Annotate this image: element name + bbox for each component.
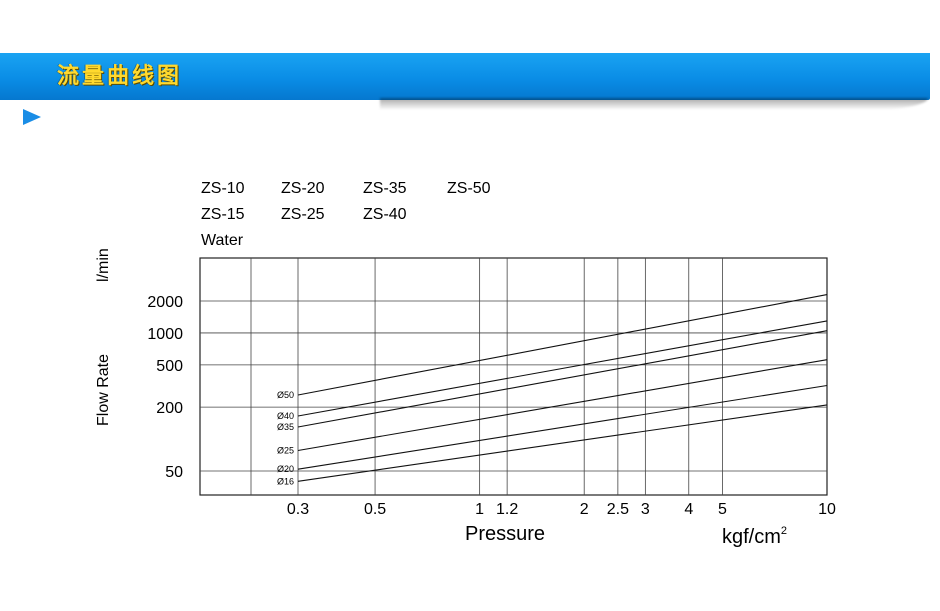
series-label: Ø35	[277, 422, 294, 432]
series-line	[297, 330, 828, 428]
y-gridlines	[200, 300, 827, 472]
y-tick-label: 200	[156, 400, 183, 417]
model-label: ZS-25	[281, 206, 325, 223]
model-label: ZS-20	[281, 180, 325, 197]
arrow-icon	[23, 109, 41, 125]
series-line	[297, 320, 828, 417]
series-label: Ø25	[277, 446, 294, 456]
y-tick-label: 50	[165, 464, 183, 481]
y-unit-label: l/min	[95, 248, 112, 282]
x-tick-label: 1	[475, 501, 484, 518]
y-tick-label: 500	[156, 358, 183, 375]
model-label: ZS-35	[363, 180, 407, 197]
header-banner	[0, 53, 930, 100]
model-list: ZS-10 ZS-20 ZS-35 ZS-50 ZS-15 ZS-25 ZS-4…	[201, 180, 491, 249]
x-tick-label: 4	[684, 501, 693, 518]
x-unit-text: kgf/cm	[722, 526, 781, 548]
y-tick-label: 2000	[147, 294, 183, 311]
fluid-label: Water	[201, 232, 244, 249]
x-axis-title: Pressure	[465, 523, 545, 545]
x-tick-label: 0.3	[287, 501, 309, 518]
model-label: ZS-40	[363, 206, 407, 223]
x-unit-superscript: 2	[781, 525, 787, 537]
x-gridlines	[250, 258, 723, 495]
y-tick-labels: 2000 1000 500 200 50	[147, 294, 183, 481]
x-tick-label: 1.2	[496, 501, 518, 518]
x-unit-label: kgf/cm2	[722, 525, 787, 548]
series-line	[297, 294, 828, 396]
series-label: Ø40	[277, 411, 294, 421]
x-tick-labels: 0.3 0.5 1 1.2 2 2.5 3 4 5 10	[287, 501, 836, 518]
x-tick-label: 0.5	[364, 501, 386, 518]
series-label: Ø20	[277, 464, 294, 474]
series-lines	[297, 294, 828, 482]
x-tick-label: 3	[641, 501, 650, 518]
model-label: ZS-10	[201, 180, 245, 197]
page-title: 流量曲线图	[57, 64, 183, 89]
plot-frame	[199, 257, 828, 496]
series-label: Ø16	[277, 476, 294, 486]
series-line	[297, 404, 828, 482]
x-tick-label: 2.5	[607, 501, 629, 518]
y-axis-title: Flow Rate	[95, 354, 112, 426]
x-tick-label: 2	[580, 501, 589, 518]
banner-shadow	[380, 98, 928, 110]
series-line	[297, 359, 828, 452]
model-label: ZS-50	[447, 180, 491, 197]
x-tick-label: 5	[718, 501, 727, 518]
series-label: Ø50	[277, 390, 294, 400]
y-tick-label: 1000	[147, 326, 183, 343]
series-line	[297, 384, 828, 470]
x-tick-label: 10	[818, 501, 836, 518]
model-label: ZS-15	[201, 206, 245, 223]
